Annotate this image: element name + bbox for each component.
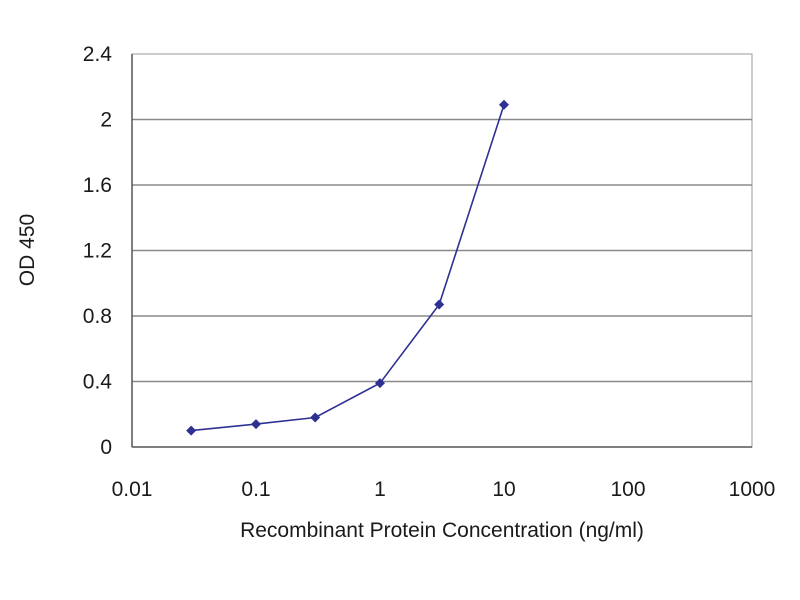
x-axis-title: Recombinant Protein Concentration (ng/ml… — [240, 519, 644, 542]
x-tick-labels: 0.01 0.1 1 10 100 1000 — [112, 478, 776, 501]
y-tick-label: 1.6 — [83, 174, 112, 197]
y-axis-title: OD 450 — [16, 214, 39, 286]
x-tick-label: 0.01 — [112, 478, 153, 501]
x-tick-label: 1 — [374, 478, 386, 501]
data-point — [186, 425, 197, 436]
y-tick-label: 2.4 — [83, 43, 113, 66]
gridlines — [132, 118, 752, 383]
y-tick-label: 2 — [100, 109, 112, 132]
x-tick-label: 1000 — [729, 478, 776, 501]
data-point — [251, 419, 261, 430]
data-point — [310, 412, 321, 423]
data-point — [434, 299, 445, 310]
x-tick-label: 10 — [492, 478, 515, 501]
y-tick-label: 0.8 — [83, 305, 112, 328]
series-layer — [186, 99, 509, 436]
y-tick-labels: 0 0.4 0.8 1.2 1.6 2 2.4 — [83, 43, 113, 459]
x-tick-label: 100 — [610, 478, 645, 501]
x-tick-label: 0.1 — [241, 478, 270, 501]
data-point — [375, 378, 385, 389]
series-line — [191, 104, 505, 432]
y-tick-label: 1.2 — [83, 240, 112, 263]
data-point — [499, 99, 509, 110]
y-tick-label: 0.4 — [83, 371, 113, 394]
y-tick-label: 0 — [100, 436, 112, 459]
